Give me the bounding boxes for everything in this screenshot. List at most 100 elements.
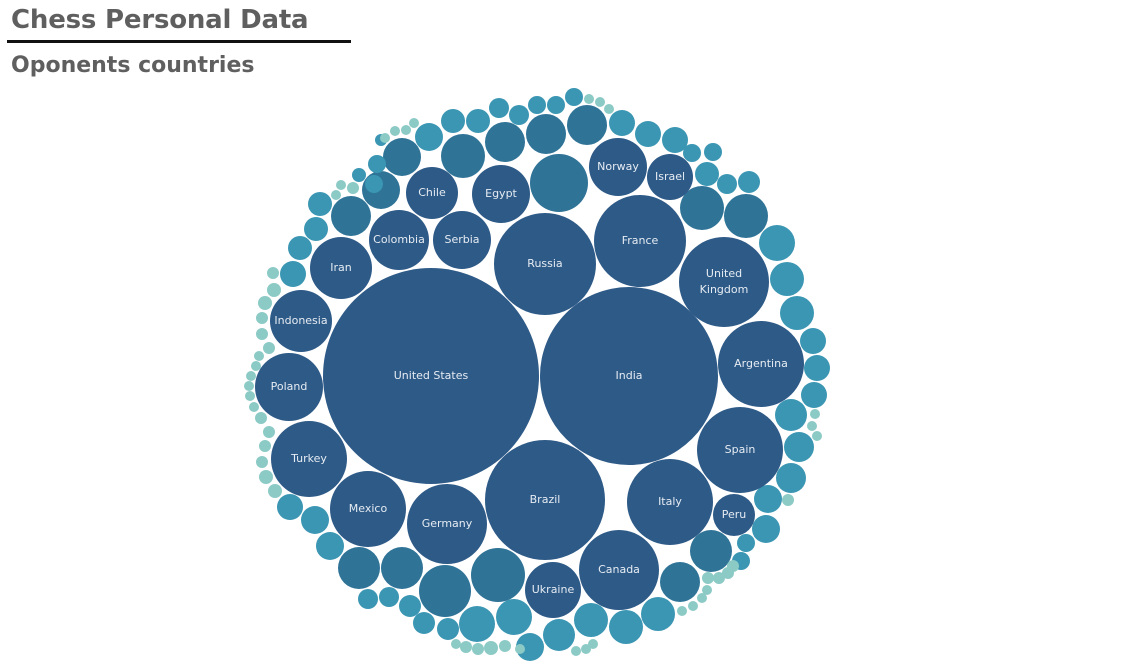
bubble-indonesia[interactable]: [270, 290, 332, 352]
bubble-unlabeled-small[interactable]: [255, 412, 267, 424]
bubble-egypt[interactable]: [472, 165, 530, 223]
bubble-unlabeled[interactable]: [717, 174, 737, 194]
bubble-unlabeled[interactable]: [660, 562, 700, 602]
bubble-unlabeled[interactable]: [804, 355, 830, 381]
bubble-unlabeled-small[interactable]: [249, 402, 259, 412]
bubble-unlabeled[interactable]: [308, 192, 332, 216]
bubble-unlabeled[interactable]: [485, 122, 525, 162]
bubble-unlabeled-small[interactable]: [259, 440, 271, 452]
bubble-unlabeled[interactable]: [737, 534, 755, 552]
bubble-unlabeled[interactable]: [331, 196, 371, 236]
bubble-unlabeled[interactable]: [543, 619, 575, 651]
bubble-unlabeled[interactable]: [641, 597, 675, 631]
bubble-unlabeled[interactable]: [280, 261, 306, 287]
bubble-unlabeled[interactable]: [565, 88, 583, 106]
bubble-unlabeled-small[interactable]: [713, 572, 725, 584]
bubble-unlabeled-small[interactable]: [380, 133, 390, 143]
bubble-unlabeled[interactable]: [800, 328, 826, 354]
bubble-unlabeled[interactable]: [419, 565, 471, 617]
bubble-unlabeled[interactable]: [526, 114, 566, 154]
bubble-unlabeled[interactable]: [776, 463, 806, 493]
bubble-norway[interactable]: [589, 138, 647, 196]
bubble-unlabeled[interactable]: [662, 127, 688, 153]
bubble-unlabeled[interactable]: [459, 606, 495, 642]
bubble-israel[interactable]: [647, 154, 693, 200]
bubble-unlabeled-small[interactable]: [267, 283, 281, 297]
bubble-unlabeled[interactable]: [316, 532, 344, 560]
bubble-unlabeled[interactable]: [680, 186, 724, 230]
bubble-india[interactable]: [540, 287, 718, 465]
bubble-unlabeled[interactable]: [683, 144, 701, 162]
bubble-unlabeled[interactable]: [466, 109, 490, 133]
bubble-unlabeled-small[interactable]: [263, 426, 275, 438]
bubble-unlabeled[interactable]: [365, 175, 383, 193]
bubble-unlabeled[interactable]: [704, 143, 722, 161]
bubble-unlabeled[interactable]: [301, 506, 329, 534]
bubble-unlabeled[interactable]: [338, 547, 380, 589]
bubble-unlabeled[interactable]: [379, 587, 399, 607]
bubble-unlabeled-small[interactable]: [258, 296, 272, 310]
bubble-unlabeled-small[interactable]: [702, 585, 712, 595]
bubble-unlabeled-small[interactable]: [588, 639, 598, 649]
bubble-unlabeled[interactable]: [770, 262, 804, 296]
bubble-mexico[interactable]: [330, 471, 406, 547]
bubble-unlabeled-small[interactable]: [499, 640, 511, 652]
bubble-unlabeled-small[interactable]: [409, 118, 419, 128]
bubble-unlabeled[interactable]: [441, 134, 485, 178]
bubble-unlabeled[interactable]: [775, 399, 807, 431]
bubble-unlabeled[interactable]: [358, 589, 378, 609]
bubble-unlabeled[interactable]: [352, 168, 366, 182]
bubble-unlabeled-small[interactable]: [472, 643, 484, 655]
bubble-unlabeled-small[interactable]: [515, 644, 525, 654]
bubble-unlabeled-small[interactable]: [256, 328, 268, 340]
bubble-unlabeled-small[interactable]: [677, 606, 687, 616]
bubble-unlabeled[interactable]: [738, 171, 760, 193]
bubble-unlabeled[interactable]: [368, 155, 386, 173]
bubble-germany[interactable]: [407, 484, 487, 564]
bubble-unlabeled-small[interactable]: [595, 97, 605, 107]
bubble-unlabeled-small[interactable]: [688, 601, 698, 611]
bubble-unlabeled-small[interactable]: [484, 641, 498, 655]
bubble-peru[interactable]: [713, 494, 755, 536]
bubble-unlabeled[interactable]: [784, 432, 814, 462]
bubble-unlabeled[interactable]: [574, 603, 608, 637]
bubble-unlabeled[interactable]: [277, 494, 303, 520]
bubble-unlabeled-small[interactable]: [571, 646, 581, 656]
bubble-unlabeled-small[interactable]: [263, 342, 275, 354]
bubble-unlabeled[interactable]: [635, 121, 661, 147]
bubble-unlabeled[interactable]: [288, 236, 312, 260]
bubble-ukraine[interactable]: [525, 562, 581, 618]
bubble-chile[interactable]: [406, 167, 458, 219]
bubble-unlabeled[interactable]: [801, 382, 827, 408]
bubble-argentina[interactable]: [718, 321, 804, 407]
bubble-unlabeled[interactable]: [304, 217, 328, 241]
bubble-unlabeled[interactable]: [496, 599, 532, 635]
bubble-spain[interactable]: [697, 407, 783, 493]
bubble-poland[interactable]: [255, 353, 323, 421]
bubble-unlabeled[interactable]: [780, 296, 814, 330]
bubble-unlabeled-small[interactable]: [244, 381, 254, 391]
bubble-brazil[interactable]: [485, 440, 605, 560]
bubble-unlabeled-small[interactable]: [331, 190, 341, 200]
bubble-unlabeled-small[interactable]: [581, 644, 591, 654]
bubble-unlabeled[interactable]: [567, 105, 607, 145]
bubble-iran[interactable]: [310, 237, 372, 299]
bubble-unlabeled-small[interactable]: [254, 351, 264, 361]
bubble-unlabeled-small[interactable]: [697, 593, 707, 603]
bubble-unlabeled-small[interactable]: [460, 641, 472, 653]
bubble-unlabeled-small[interactable]: [256, 456, 268, 468]
bubble-unlabeled-small[interactable]: [782, 494, 794, 506]
bubble-unlabeled-small[interactable]: [251, 361, 261, 371]
bubble-unlabeled-small[interactable]: [268, 484, 282, 498]
bubble-unlabeled-small[interactable]: [584, 94, 594, 104]
bubble-unlabeled-small[interactable]: [256, 312, 268, 324]
bubble-unlabeled-small[interactable]: [336, 180, 346, 190]
bubble-unlabeled[interactable]: [413, 612, 435, 634]
bubble-unlabeled[interactable]: [516, 633, 544, 661]
bubble-unlabeled[interactable]: [415, 123, 443, 151]
bubble-unlabeled[interactable]: [754, 485, 782, 513]
bubble-unlabeled[interactable]: [609, 610, 643, 644]
bubble-unlabeled-small[interactable]: [245, 391, 255, 401]
bubble-unlabeled[interactable]: [381, 547, 423, 589]
bubble-unlabeled[interactable]: [690, 530, 732, 572]
